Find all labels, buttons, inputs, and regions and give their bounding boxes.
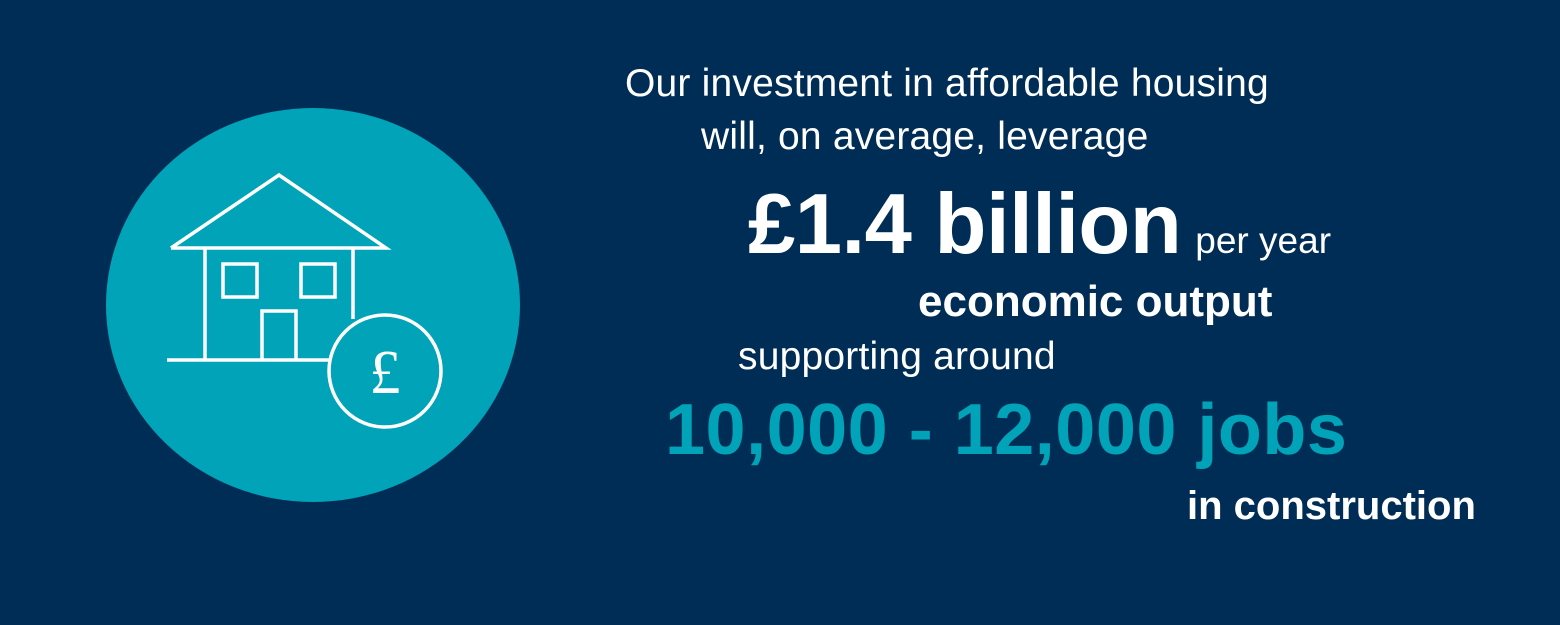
amount-row: £1.4 billion per year bbox=[748, 182, 1331, 267]
amount-value: £1.4 billion bbox=[748, 177, 1182, 272]
intro-line-2: will, on average, leverage bbox=[701, 115, 1149, 158]
economic-output-label: economic output bbox=[918, 277, 1273, 326]
in-construction-label: in construction bbox=[1187, 484, 1476, 528]
intro-line-1: Our investment in affordable housing bbox=[625, 62, 1269, 105]
jobs-value: 10,000 - 12,000 jobs bbox=[665, 390, 1348, 470]
supporting-label: supporting around bbox=[738, 335, 1056, 378]
house-with-pound-icon: £ bbox=[105, 106, 521, 504]
svg-text:£: £ bbox=[370, 339, 401, 407]
per-year-label: per year bbox=[1195, 220, 1332, 261]
